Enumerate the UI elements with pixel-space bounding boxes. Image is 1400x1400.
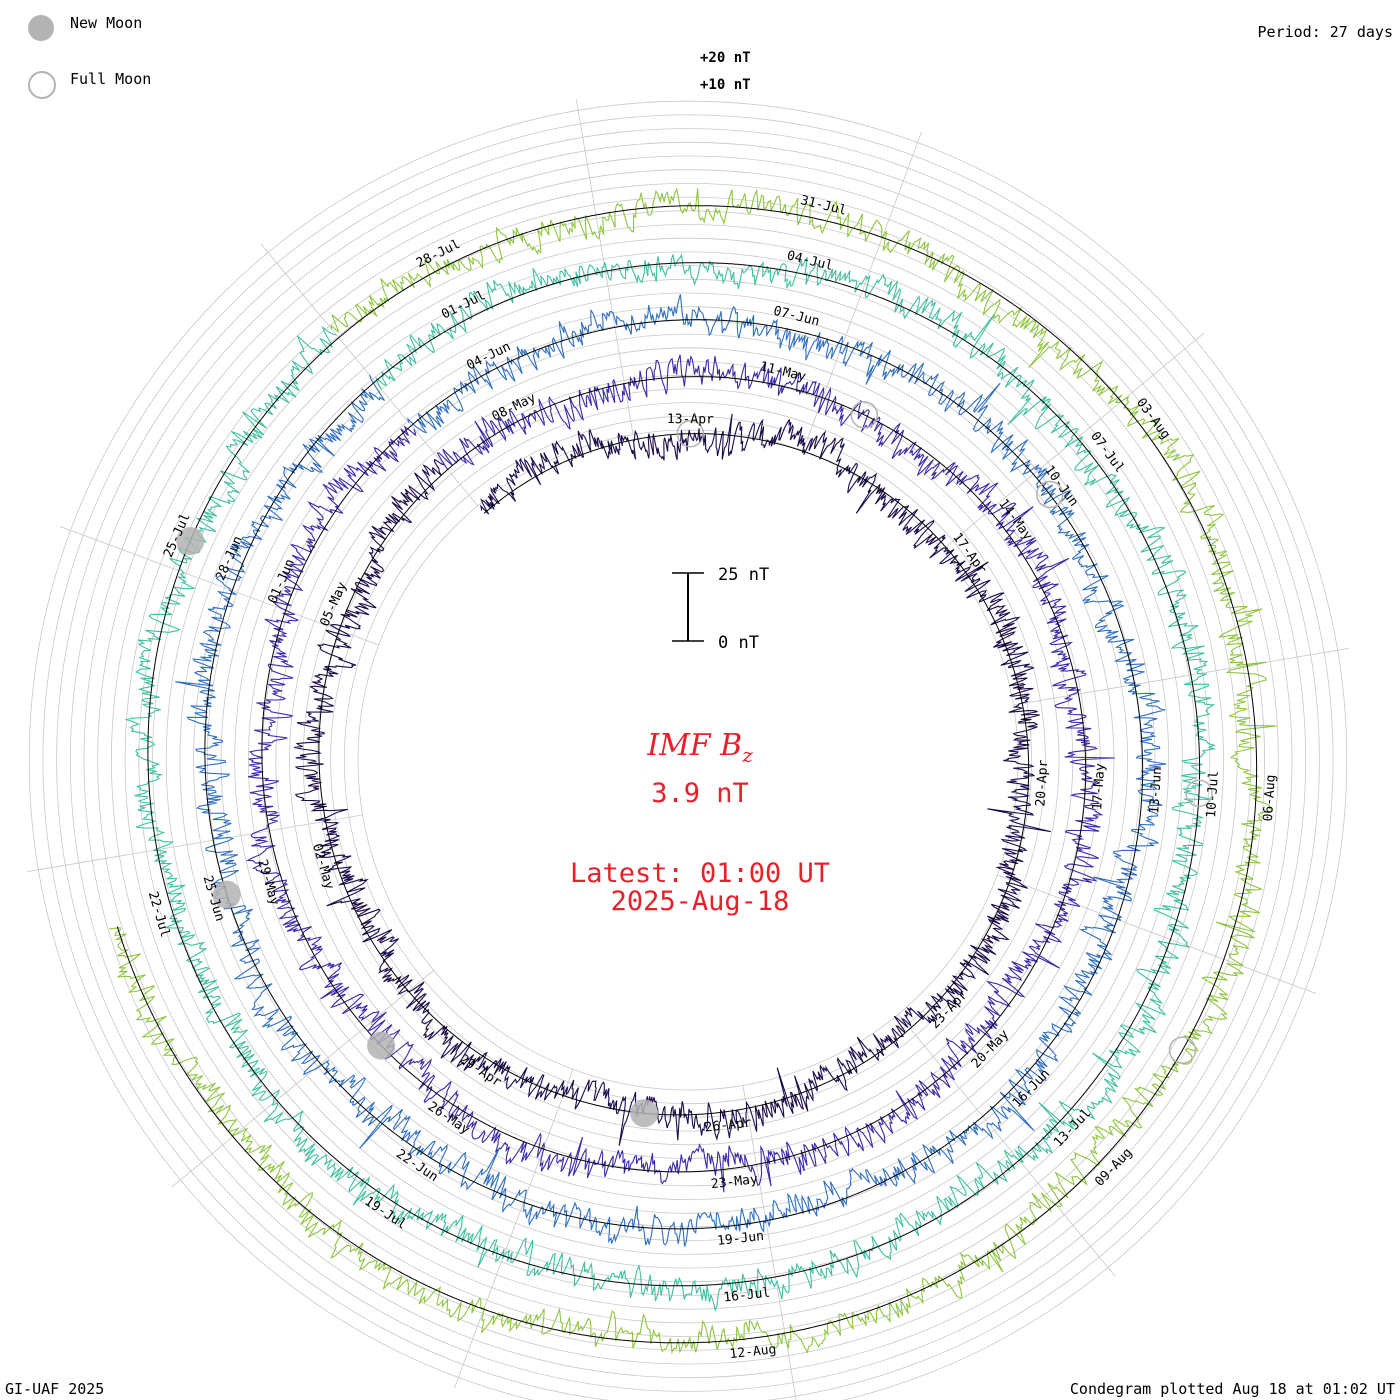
bz-trace-rotation-1	[294, 413, 1051, 1146]
date-tick-label: 13-Jun	[1147, 767, 1165, 815]
date-tick-label: 07-Jun	[772, 304, 821, 330]
current-value: 3.9 nT	[651, 778, 749, 809]
full-moon-icon	[28, 71, 56, 99]
scale-bar: 25 nT 0 nT	[672, 565, 769, 653]
grid-ring	[28, 100, 1348, 1400]
latest-date: 2025-Aug-18	[610, 886, 790, 917]
radial-spoke	[27, 814, 363, 873]
date-tick-label: 04-Jul	[785, 248, 834, 274]
grid-ring	[152, 224, 1224, 1296]
date-tick-label: 01-Jul	[439, 288, 488, 322]
full-moon-marker	[1168, 1036, 1197, 1064]
grid-ring	[316, 388, 1060, 1132]
grid-ring	[343, 415, 1033, 1105]
moon-markers	[176, 401, 1213, 1128]
bz-trace-rotation-2	[245, 354, 1115, 1193]
scale-bar-top-label: 25 nT	[718, 565, 769, 585]
radial-spoke	[942, 332, 1205, 551]
radial-spoke	[742, 1085, 797, 1400]
bz-trace-rotation-5	[109, 187, 1277, 1355]
date-tick-label: 28-Jun	[213, 534, 246, 583]
date-tick-label: 26-May	[425, 1099, 473, 1138]
grid-ring	[302, 374, 1074, 1146]
date-tick-label: 26-Apr	[704, 1116, 752, 1136]
date-tick-label: 16-Jun	[1010, 1067, 1053, 1111]
date-tick-label: 31-Jul	[799, 193, 848, 219]
center-title: IMF Bz	[0, 728, 1400, 767]
date-tick-label: 13-Apr	[667, 412, 714, 427]
zero-line-rotation-3	[204, 319, 1144, 1230]
radial-spoke	[575, 99, 634, 435]
date-tick-label: 06-Aug	[1261, 774, 1279, 822]
date-tick-label: 09-Aug	[1092, 1145, 1135, 1189]
grid-ring	[165, 237, 1211, 1283]
center-title-main: IMF B	[647, 728, 743, 763]
new-moon-marker	[212, 880, 241, 909]
date-tick-label: 20-May	[969, 1027, 1012, 1071]
latest-time: Latest: 01:00 UT	[569, 858, 831, 889]
date-tick-label: 05-May	[318, 580, 351, 629]
grid-ring	[42, 114, 1334, 1400]
new-moon-marker	[367, 1031, 396, 1060]
grid-ring	[206, 278, 1170, 1242]
zero-line-rotation-1	[318, 433, 1030, 1116]
date-tick-label: 01-Jun	[265, 557, 298, 606]
offset-label-10: +10 nT	[700, 77, 751, 93]
date-tick-label: 16-Jul	[723, 1286, 771, 1306]
date-tick-label: 10-Jul	[1204, 770, 1222, 818]
date-tick-label: 03-Aug	[1133, 395, 1173, 442]
grid-ring	[97, 169, 1279, 1351]
credit-label: GI-UAF 2025	[5, 1380, 105, 1398]
radial-spoke	[897, 1014, 1116, 1277]
new-moon-label: New Moon	[70, 14, 143, 32]
new-moon-marker	[176, 527, 205, 556]
full-moon-marker	[1036, 480, 1064, 509]
zero-line-rotation-4	[147, 262, 1201, 1287]
period-label: Period: 27 days	[1257, 23, 1393, 41]
full-moon-marker	[1185, 779, 1213, 808]
grid-ring	[111, 183, 1265, 1337]
grid-ring	[83, 155, 1293, 1365]
full-moon-label: Full Moon	[70, 70, 152, 88]
radial-spoke	[260, 243, 479, 506]
offset-label-20: +20 nT	[700, 50, 751, 66]
offset-labels: +20 nT +10 nT	[700, 50, 751, 93]
grid-ring	[234, 306, 1142, 1214]
date-tick-label: 07-Jul	[1087, 429, 1127, 476]
bz-trace-rotation-3	[175, 294, 1167, 1247]
date-tick-label: 22-Jun	[393, 1147, 440, 1186]
grid-ring	[357, 429, 1019, 1091]
radial-spoke	[454, 1069, 574, 1389]
grid-ring	[69, 141, 1307, 1379]
radial-spoke	[171, 969, 434, 1188]
center-title-sub: z	[742, 743, 753, 767]
date-tick-label: 17-Apr	[949, 530, 989, 577]
grid-ring	[179, 251, 1197, 1269]
grid-ring	[193, 265, 1183, 1255]
date-tick-label: 20-Apr	[1033, 759, 1051, 807]
full-moon-marker	[850, 401, 879, 429]
date-tick-label: 23-May	[710, 1172, 758, 1192]
grid-ring	[56, 128, 1320, 1392]
date-tick-label: 12-Aug	[729, 1342, 777, 1362]
full-moon-marker	[676, 419, 705, 448]
date-tick-label: 23-Apr	[928, 988, 971, 1032]
date-tick-label: 19-Jun	[716, 1229, 764, 1249]
grid-ring	[124, 196, 1252, 1324]
date-tick-label: 17-May	[1090, 763, 1108, 811]
plotted-label: Condegram plotted Aug 18 at 01:02 UT	[1069, 1380, 1395, 1398]
zero-line-rotation-5	[116, 205, 1258, 1344]
date-tick-label: 08-May	[490, 390, 539, 424]
new-moon-marker	[630, 1099, 659, 1128]
new-moon-icon	[28, 15, 54, 41]
zero-lines	[116, 205, 1258, 1344]
zero-line-rotation-2	[261, 376, 1087, 1173]
radial-spoke	[59, 526, 379, 646]
scale-bar-bottom-label: 0 nT	[718, 633, 759, 653]
radial-spoke	[997, 874, 1317, 994]
